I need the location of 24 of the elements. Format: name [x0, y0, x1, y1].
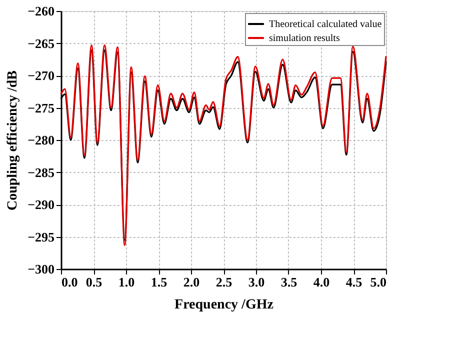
y-tick-label: −280 [28, 132, 54, 148]
y-tick-label: −275 [28, 100, 55, 116]
y-tick-label: −290 [28, 197, 54, 212]
x-tick-label: 0.5 [86, 274, 103, 290]
legend-label: Theoretical calculated value [269, 19, 382, 30]
x-tick-label: 3.5 [280, 274, 298, 290]
legend-label: simulation results [269, 33, 340, 44]
x-tick-label: 0.0 [62, 274, 78, 290]
x-tick-label: 1.5 [150, 274, 168, 290]
x-tick-label: 4.5 [346, 274, 363, 290]
y-tick-label: −300 [28, 262, 54, 276]
x-axis-title: Frequency /GHz [174, 298, 274, 312]
x-tick-label: 5.0 [370, 274, 386, 290]
y-axis-title: Coupling efficiency /dB [6, 70, 21, 211]
y-tick-label: −285 [28, 164, 55, 180]
x-tick-label: 1.0 [118, 274, 135, 290]
y-tick-label: −260 [28, 4, 54, 18]
x-tick-label: 3.0 [248, 274, 265, 290]
x-tick-label: 4.0 [313, 274, 330, 290]
y-tick-label: −270 [28, 68, 54, 83]
x-tick-label: 2.0 [183, 274, 200, 290]
x-tick-label: 2.5 [216, 274, 233, 290]
y-tick-label: −265 [28, 36, 55, 51]
y-tick-label: −295 [28, 229, 55, 244]
